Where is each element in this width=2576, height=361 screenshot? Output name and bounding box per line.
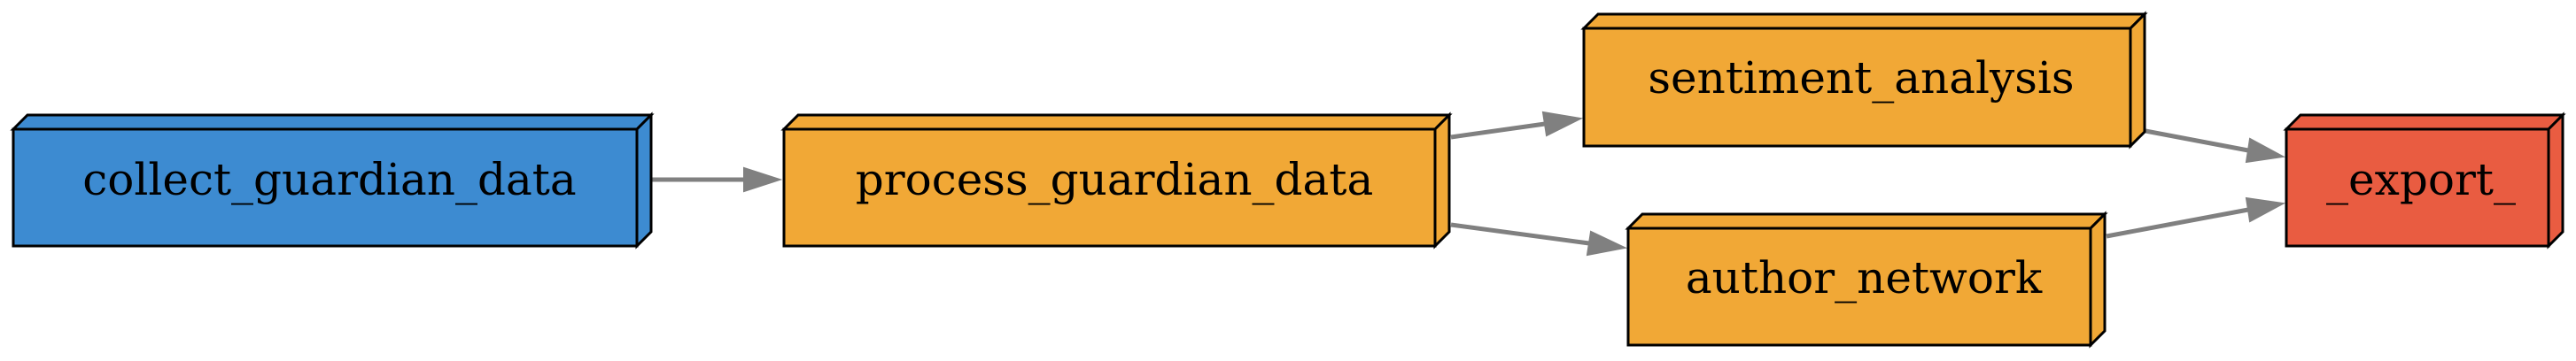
edge-collect-to-process	[652, 166, 783, 193]
node-side-face	[635, 111, 653, 250]
node-export: _export_	[2283, 111, 2566, 250]
node-top-face	[2283, 113, 2566, 131]
node-label: author_network	[1686, 252, 2043, 303]
node-sentiment-analysis: sentiment_analysis	[1580, 11, 2148, 150]
node-top-face	[1580, 12, 2148, 30]
node-label: _export_	[2326, 154, 2516, 205]
node-author-network: author_network	[1625, 211, 2108, 349]
node-label: sentiment_analysis	[1648, 52, 2074, 104]
edge-author-to-export	[2106, 196, 2286, 239]
node-collect-guardian-data: collect_guardian_data	[10, 111, 655, 250]
node-side-face	[2089, 211, 2107, 349]
node-label: collect_guardian_data	[82, 154, 576, 205]
node-process-guardian-data: process_guardian_data	[780, 111, 1453, 250]
edge-process-to-author	[1450, 222, 1628, 257]
edges	[652, 111, 2286, 257]
edge-sentiment-to-export	[2145, 128, 2286, 164]
node-top-face	[1625, 212, 2108, 230]
node-label: process_guardian_data	[856, 154, 1374, 205]
node-side-face	[2129, 11, 2146, 150]
node-top-face	[780, 113, 1453, 131]
node-side-face	[2547, 111, 2564, 250]
node-side-face	[1433, 111, 1451, 250]
edge-process-to-sentiment	[1450, 111, 1584, 140]
node-top-face	[10, 113, 655, 131]
